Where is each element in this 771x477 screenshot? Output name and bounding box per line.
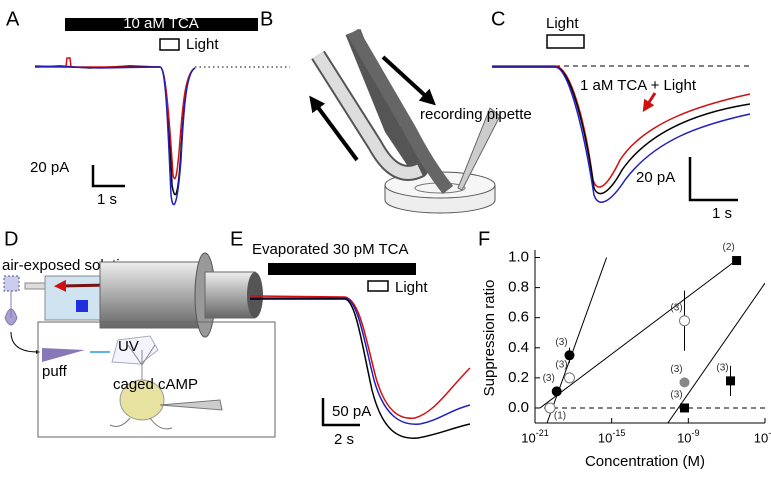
x-tick-label: 10-15	[598, 428, 625, 445]
fit-line	[539, 257, 741, 409]
light-label: Light	[395, 279, 428, 296]
bar-text: 10 aM TCA	[123, 15, 199, 32]
n-label: (3)	[670, 390, 682, 401]
traces	[492, 65, 751, 203]
point	[726, 376, 736, 386]
light-label: Light	[546, 15, 579, 32]
point	[563, 372, 575, 384]
panel-label: F	[478, 228, 490, 250]
pipette-label: recording pipette	[420, 106, 532, 123]
caged-label: caged cAMP	[113, 376, 198, 393]
light-box	[546, 34, 585, 49]
y-tick-label: 0.6	[508, 309, 529, 326]
scale-x: 1 s	[97, 191, 117, 208]
panel-label: E	[230, 228, 243, 250]
point	[551, 386, 562, 397]
point	[679, 403, 689, 413]
stimulus-bar	[65, 18, 258, 31]
stimulus-bar	[268, 263, 416, 275]
y-tick-label: 1.0	[508, 248, 529, 265]
plot: 0.00.20.40.60.81.010-2110-1510-910-3(3)(…	[508, 242, 771, 445]
n-label: (2)	[722, 242, 734, 253]
annotation: 1 aM TCA + Light	[580, 77, 697, 94]
scale-x: 1 s	[712, 205, 732, 222]
panel-label: B	[260, 8, 273, 30]
fit-line	[667, 282, 765, 423]
n-label: (3)	[670, 364, 682, 375]
y-tick-label: 0.0	[508, 399, 529, 416]
n-label: (3)	[555, 360, 567, 371]
arrow	[642, 92, 657, 113]
traces	[249, 295, 471, 439]
scale-bar	[91, 165, 125, 188]
light-box	[367, 280, 389, 292]
point	[564, 350, 575, 361]
puff-label: puff	[42, 363, 68, 380]
syringe-diagram	[3, 252, 276, 438]
perfusion-diagram	[309, 28, 501, 214]
point	[679, 377, 690, 388]
scale-bar	[321, 398, 360, 427]
scale-y: 20 pA	[636, 169, 675, 186]
y-tick-label: 0.8	[508, 279, 529, 296]
n-label: (3)	[543, 373, 555, 384]
point	[544, 402, 556, 414]
panel-label: A	[6, 8, 20, 30]
point	[732, 256, 742, 266]
point	[678, 315, 690, 327]
y-axis-label: Suppression ratio	[481, 280, 498, 397]
scale-x: 2 s	[334, 431, 354, 448]
bar-text: Evaporated 30 pM TCA	[252, 241, 408, 258]
n-label: (3)	[555, 337, 567, 348]
scale-bar	[688, 157, 738, 202]
scale-y: 50 pA	[332, 403, 371, 420]
light-label: Light	[186, 36, 219, 53]
light-box	[159, 38, 180, 51]
y-tick-label: 0.2	[508, 369, 529, 386]
x-tick-label: 10-3	[754, 428, 771, 445]
n-label: (1)	[554, 411, 566, 422]
n-label: (3)	[670, 302, 682, 313]
panel-label: D	[4, 228, 18, 250]
scale-y: 20 pA	[30, 159, 69, 176]
y-tick-label: 0.4	[508, 339, 529, 356]
traces	[34, 57, 196, 206]
uv-label: UV	[118, 338, 139, 355]
x-tick-label: 10-21	[521, 428, 548, 445]
panel-label: C	[491, 8, 505, 30]
x-axis-label: Concentration (M)	[585, 453, 705, 470]
n-label: (3)	[716, 363, 728, 374]
x-tick-label: 10-9	[677, 428, 699, 445]
